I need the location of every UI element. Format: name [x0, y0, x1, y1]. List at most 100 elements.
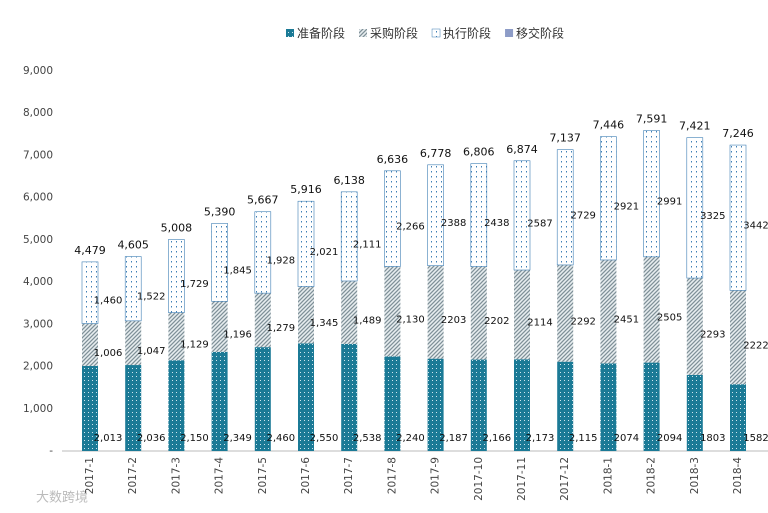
total-label: 4,605: [117, 239, 149, 252]
y-tick-label: -: [49, 445, 53, 457]
x-tick-label: 2018-4: [732, 457, 744, 495]
data-label: 2587: [527, 218, 552, 229]
bar-segment: [254, 347, 271, 451]
data-label: 1,522: [137, 292, 166, 303]
total-label: 6,636: [377, 153, 409, 166]
data-label: 2,166: [482, 433, 511, 444]
legend-label: 采购阶段: [370, 26, 418, 41]
x-tick-label: 2018-1: [602, 457, 614, 494]
x-tick-label: 2018-3: [689, 457, 701, 494]
data-label: 1,845: [223, 265, 252, 276]
bar-segment: [384, 170, 401, 267]
data-label: 3325: [700, 211, 725, 222]
data-label: 2202: [484, 316, 509, 327]
total-label: 7,421: [679, 120, 711, 133]
data-label: 1,047: [137, 346, 166, 357]
x-tick-label: 2017-5: [257, 457, 269, 494]
data-label: 2222: [743, 340, 768, 351]
data-label: 2074: [614, 433, 639, 444]
total-label: 6,874: [506, 143, 538, 156]
y-tick-label: 1,000: [23, 403, 53, 415]
bar-segment: [298, 286, 314, 344]
bar-segment: [125, 365, 142, 451]
x-tick-label: 2017-1: [84, 457, 96, 494]
data-label: 2438: [484, 218, 509, 229]
bar-segment: [730, 384, 746, 451]
data-label: 1,489: [353, 315, 382, 326]
data-label: 2,349: [223, 433, 252, 444]
data-label: 1582: [743, 433, 768, 444]
data-label: 1,928: [266, 255, 295, 266]
legend-swatch: [505, 29, 514, 37]
legend-swatch: [359, 29, 368, 37]
data-label: 2,021: [310, 247, 339, 258]
bar-segment: [557, 264, 574, 362]
legend-label: 准备阶段: [297, 26, 345, 41]
bar-segment: [384, 356, 401, 451]
total-label: 6,806: [463, 146, 495, 159]
data-label: 1,006: [94, 348, 123, 359]
data-label: 2,460: [266, 433, 295, 444]
bar-segment: [340, 191, 358, 282]
bar-segment: [600, 259, 617, 364]
bar-segment: [125, 320, 142, 366]
data-label: 2451: [614, 315, 639, 326]
y-tick-label: 7,000: [23, 149, 53, 161]
data-label: 2729: [570, 210, 595, 221]
x-tick-label: 2017-10: [473, 457, 485, 501]
total-label: 7,137: [549, 132, 581, 145]
data-label: 1803: [700, 433, 725, 444]
y-tick-label: 8,000: [23, 107, 53, 119]
data-label: 2,115: [569, 433, 598, 444]
bar-segment: [254, 211, 272, 294]
total-label: 5,390: [204, 205, 236, 218]
bar-segment: [514, 269, 530, 360]
y-tick-label: 6,000: [23, 192, 53, 204]
data-label: 2,538: [353, 433, 382, 444]
data-label: 1,196: [223, 330, 252, 341]
x-tick-label: 2018-2: [646, 457, 658, 494]
bar-segment: [81, 261, 99, 324]
bar-segment: [686, 137, 704, 279]
bar-segment: [168, 360, 185, 451]
x-tick-label: 2017-6: [300, 457, 312, 495]
legend-swatch: [431, 28, 441, 38]
legend-label: 移交阶段: [516, 26, 564, 41]
x-tick-label: 2017-11: [516, 457, 528, 501]
bar-segment: [168, 239, 185, 313]
total-label: 5,667: [247, 194, 279, 207]
y-tick-label: 4,000: [23, 276, 53, 288]
total-label: 7,446: [593, 119, 625, 132]
bar-segment: [384, 266, 401, 357]
bar-segment: [427, 265, 444, 359]
data-label: 3442: [743, 221, 768, 232]
data-label: 2,266: [396, 222, 425, 233]
x-tick-label: 2017-3: [170, 457, 182, 494]
bar-segment: [297, 200, 315, 287]
bar-segment: [124, 256, 142, 322]
x-tick-label: 2017-8: [386, 457, 398, 494]
data-label: 1,460: [94, 296, 123, 307]
total-label: 5,008: [161, 222, 193, 235]
data-label: 2,150: [180, 433, 209, 444]
x-tick-label: 2017-7: [343, 457, 355, 494]
bar-segment: [556, 149, 574, 266]
bar-segment: [82, 323, 98, 367]
legend-label: 执行阶段: [443, 26, 491, 41]
y-tick-label: 5,000: [23, 234, 53, 246]
bar-segment: [427, 358, 444, 451]
data-label: 2293: [700, 329, 725, 340]
total-label: 6,778: [420, 147, 452, 160]
bar-segment: [643, 130, 660, 258]
bar-segment: [82, 366, 98, 451]
bar-segment: [686, 374, 703, 451]
data-label: 1,729: [180, 279, 209, 290]
bar-segment: [600, 136, 617, 261]
total-label: 4,479: [74, 244, 106, 257]
bar-segment: [470, 359, 487, 451]
data-label: 2114: [527, 318, 552, 329]
data-label: 2388: [441, 218, 466, 229]
y-tick-label: 9,000: [23, 65, 53, 77]
data-label: 2,173: [526, 433, 555, 444]
